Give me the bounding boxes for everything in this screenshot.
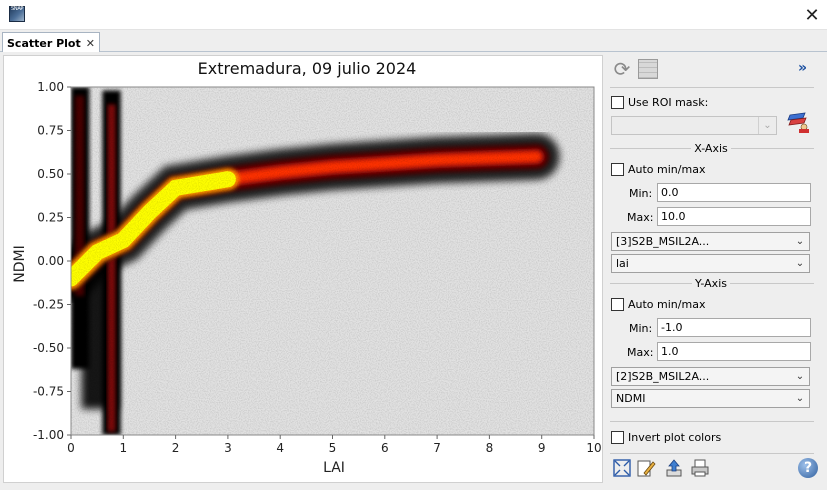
help-icon[interactable]: ? <box>798 458 818 478</box>
chevron-down-icon: ⌄ <box>795 393 805 404</box>
y-max-field[interactable]: 1.0 <box>657 342 811 361</box>
y-product-value: [2]S2B_MSIL2A... <box>616 370 710 383</box>
x-auto-minmax-checkbox[interactable] <box>611 162 624 176</box>
chevron-down-icon: ⌄ <box>758 117 776 134</box>
invert-plot-colors-checkbox[interactable] <box>611 430 624 444</box>
y-product-select[interactable]: [2]S2B_MSIL2A... ⌄ <box>611 367 810 386</box>
chevron-down-icon: ⌄ <box>795 258 805 269</box>
separator <box>610 87 814 88</box>
x-axis-title: LAI <box>323 460 345 476</box>
invert-colors-row: Invert plot colors <box>611 429 721 445</box>
y-auto-minmax-label: Auto min/max <box>628 297 706 311</box>
x-tick-label: 5 <box>329 441 337 455</box>
y-band-value: NDMI <box>616 392 646 405</box>
x-product-value: [3]S2B_MSIL2A... <box>616 235 710 248</box>
x-max-label: Max: <box>627 211 654 224</box>
x-tick-label: 9 <box>538 441 546 455</box>
separator <box>610 453 814 454</box>
chevron-down-icon: ⌄ <box>795 371 805 382</box>
x-min-field[interactable]: 0.0 <box>657 183 811 202</box>
x-tick-label: 10 <box>586 441 601 455</box>
x-axis-title-text: X-Axis <box>691 142 731 155</box>
zoom-all-icon[interactable] <box>612 458 632 478</box>
scatter-plot-panel[interactable]: Extremadura, 09 julio 2024 0 1 2 3 4 5 6 7 8 9 10 1… <box>3 55 603 483</box>
y-auto-minmax-checkbox[interactable] <box>611 297 624 311</box>
y-axis-title-text: Y-Axis <box>692 277 730 290</box>
x-band-value: lai <box>616 257 629 270</box>
axes-layer: 0 1 2 3 4 5 6 7 8 9 10 1.00 0.75 0.50 0.25 0.00 -0.25 -0.… <box>33 80 602 455</box>
y-tick-label: 0.50 <box>37 167 64 181</box>
separator <box>610 421 814 422</box>
tab-close-icon[interactable]: ✕ <box>85 36 95 50</box>
y-band-select[interactable]: NDMI ⌄ <box>611 389 810 408</box>
export-icon[interactable] <box>664 458 684 478</box>
tab-label: Scatter Plot <box>7 36 81 50</box>
x-band-select[interactable]: lai ⌄ <box>611 254 810 273</box>
y-max-label: Max: <box>627 346 654 359</box>
y-tick-label: -0.75 <box>33 385 64 399</box>
x-tick-label: 7 <box>433 441 441 455</box>
window-close-button[interactable]: ✕ <box>804 4 820 26</box>
x-min-label: Min: <box>629 187 653 200</box>
x-tick-label: 3 <box>224 441 232 455</box>
y-axis-section-title: Y-Axis <box>606 277 816 290</box>
window-titlebar: SNAP ✕ <box>0 0 827 30</box>
x-tick-label: 8 <box>486 441 494 455</box>
y-min-field[interactable]: -1.0 <box>657 318 811 337</box>
roi-mask-manager-icon[interactable] <box>787 111 811 133</box>
y-tick-label: 0.75 <box>37 124 64 138</box>
x-product-select[interactable]: [3]S2B_MSIL2A... ⌄ <box>611 232 810 251</box>
y-axis-title: NDMI <box>12 245 28 282</box>
y-tick-label: -0.50 <box>33 341 64 355</box>
table-view-icon[interactable] <box>638 59 658 79</box>
x-tick-label: 1 <box>119 441 127 455</box>
use-roi-mask-row: Use ROI mask: <box>611 94 708 110</box>
y-auto-minmax-row: Auto min/max <box>611 296 705 312</box>
x-tick-label: 0 <box>67 441 75 455</box>
snap-app-icon: SNAP <box>9 6 25 22</box>
use-roi-mask-checkbox[interactable] <box>611 95 624 109</box>
side-panel: ⟳ » Use ROI mask: ⌄ X-Axis Auto min/max … <box>606 55 824 485</box>
x-tick-label: 4 <box>276 441 284 455</box>
density-layer <box>71 87 594 435</box>
x-max-field[interactable]: 10.0 <box>657 207 811 226</box>
x-tick-label: 2 <box>172 441 180 455</box>
chart-title: Extremadura, 09 julio 2024 <box>198 59 417 78</box>
y-min-label: Min: <box>629 322 653 335</box>
y-tick-label: -1.00 <box>33 428 64 442</box>
density-speckle <box>71 87 594 435</box>
refresh-icon[interactable]: ⟳ <box>613 57 631 81</box>
scatter-chart[interactable]: Extremadura, 09 julio 2024 0 1 2 3 4 5 6 7 8 9 10 1… <box>4 56 604 484</box>
collapse-panel-icon[interactable]: » <box>798 60 808 76</box>
x-tick-label: 6 <box>381 441 389 455</box>
invert-plot-colors-label: Invert plot colors <box>628 430 722 444</box>
y-tick-label: 0.00 <box>37 254 64 268</box>
roi-mask-select[interactable]: ⌄ <box>611 116 777 135</box>
tab-scatter-plot[interactable]: Scatter Plot ✕ <box>2 32 100 53</box>
x-axis-section-title: X-Axis <box>606 142 816 155</box>
edit-icon[interactable] <box>636 458 656 478</box>
print-icon[interactable] <box>690 458 710 478</box>
chevron-down-icon: ⌄ <box>795 236 805 247</box>
app-icon-text: SNAP <box>11 6 24 12</box>
tab-strip: Scatter Plot ✕ <box>0 30 827 53</box>
y-tick-label: 1.00 <box>37 80 64 94</box>
use-roi-mask-label: Use ROI mask: <box>628 95 709 109</box>
y-tick-label: 0.25 <box>37 211 64 225</box>
y-tick-label: -0.25 <box>33 298 64 312</box>
x-auto-minmax-label: Auto min/max <box>628 162 706 176</box>
x-auto-minmax-row: Auto min/max <box>611 161 705 177</box>
